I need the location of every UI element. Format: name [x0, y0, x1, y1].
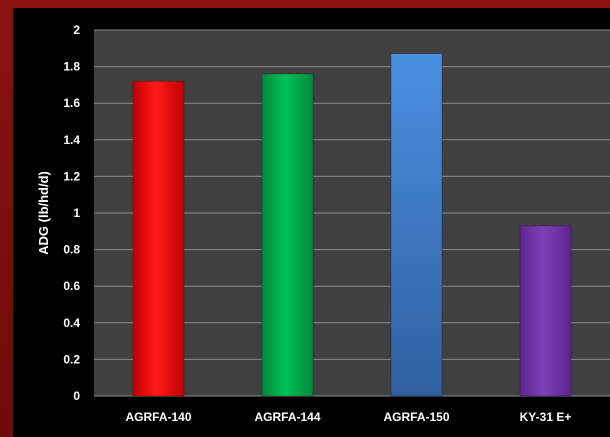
x-tick-label: AGRFA-140 [125, 410, 191, 424]
x-tick-label: AGRFA-144 [254, 410, 320, 424]
y-tick-label: 0.8 [63, 243, 80, 257]
y-tick-label: 2 [73, 23, 80, 37]
bar-agrfa-150 [390, 53, 443, 397]
bar-agrfa-140 [132, 80, 185, 397]
y-axis-ticks: 0 0.2 0.4 0.6 0.8 1 1.2 1.4 1.6 1.8 2 [63, 23, 80, 403]
y-tick-label: 0 [73, 389, 80, 403]
y-tick-label: 0.6 [63, 279, 80, 293]
bar-agrfa-144 [261, 73, 314, 397]
y-tick-label: 0.4 [63, 316, 80, 330]
x-tick-label: KY-31 E+ [520, 410, 572, 424]
y-tick-label: 0.2 [63, 352, 80, 366]
y-tick-label: 1.2 [63, 169, 80, 183]
y-tick-label: 1.4 [63, 133, 80, 147]
y-tick-label: 1 [73, 206, 80, 220]
y-axis-title: ADG (lb/hd/d) [36, 171, 51, 255]
bar-ky-31-e [519, 225, 572, 397]
x-tick-label: AGRFA-150 [383, 410, 449, 424]
y-tick-label: 1.6 [63, 96, 80, 110]
x-axis-ticks: AGRFA-140 AGRFA-144 AGRFA-150 KY-31 E+ [125, 410, 571, 424]
bars [132, 53, 572, 397]
y-tick-label: 1.8 [63, 60, 80, 74]
